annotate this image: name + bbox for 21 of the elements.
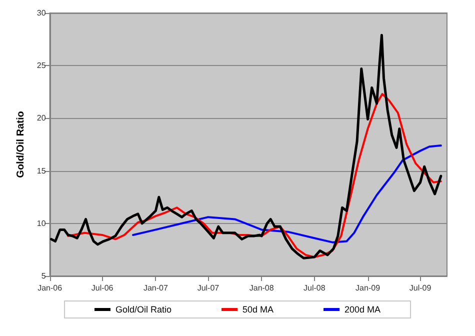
- y-tick-label: 30: [36, 8, 46, 18]
- legend-label: 200d MA: [344, 304, 381, 314]
- x-tick-label: Jul-06: [91, 284, 114, 292]
- x-tick-label: Jul-07: [197, 284, 220, 292]
- y-axis-title: Gold/Oil Ratio: [16, 111, 26, 178]
- y-tick-label: 5: [41, 272, 46, 280]
- y-tick-label: 10: [36, 218, 46, 228]
- y-tick-label: 25: [36, 61, 46, 70]
- x-tick-label: Jul-09: [409, 284, 432, 292]
- y-tick-label: 15: [36, 166, 46, 176]
- legend-label: 50d MA: [242, 304, 274, 314]
- line-series: [132, 144, 442, 244]
- line-series: [50, 34, 442, 260]
- x-tick-label: Jan-08: [249, 284, 274, 292]
- x-tick-label: Jan-06: [38, 284, 63, 292]
- y-tick-label: 20: [36, 114, 46, 123]
- line-series: [67, 93, 442, 258]
- x-tick-label: Jan-09: [356, 284, 381, 292]
- legend-label: Gold/Oil Ratio: [115, 304, 172, 314]
- x-tick-label: Jan-07: [143, 284, 168, 292]
- x-tick-label: Jul-08: [304, 284, 326, 292]
